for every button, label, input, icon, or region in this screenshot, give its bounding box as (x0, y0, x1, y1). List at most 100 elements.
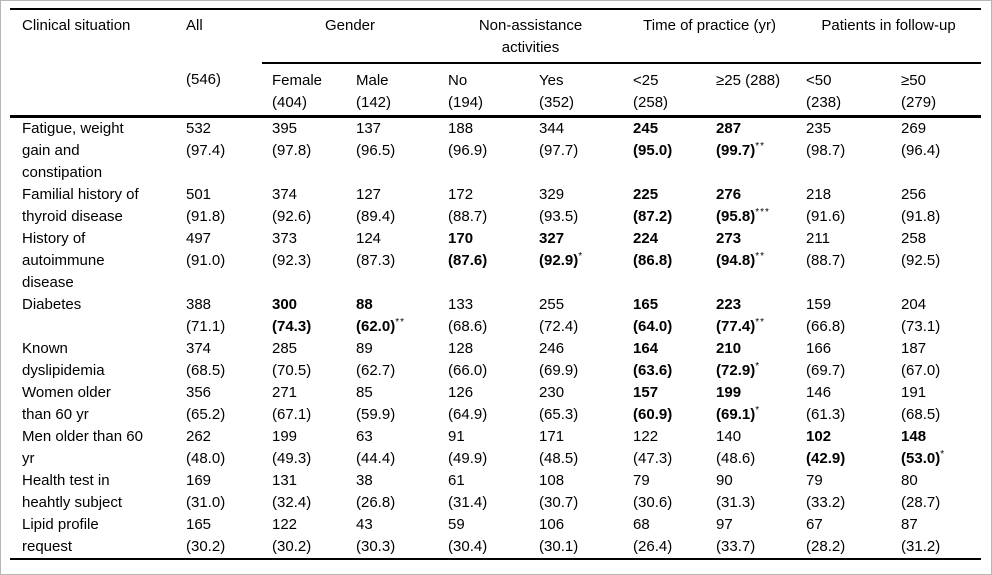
table-cell: 61 (31.4) (438, 470, 529, 514)
cell-count: 148 (901, 427, 927, 445)
table-row: Fatigue, weight gain and constipation 532… (10, 116, 981, 184)
cell-count: 374 (272, 185, 298, 203)
table-cell: 165 (64.0) (623, 294, 706, 338)
table-cell: 164 (63.6) (623, 338, 706, 382)
cell-count: 273 (716, 229, 742, 247)
table-cell: 89 (62.7) (346, 338, 438, 382)
col-subheader-yes-352: Yes (352) (529, 63, 624, 118)
cell-percent: (30.6) (633, 493, 673, 511)
cell-percent: (64.9) (448, 405, 488, 423)
table-cell: 122 (30.2) (262, 514, 346, 559)
table-cell: 395 (97.8) (262, 116, 346, 184)
significance-asterisks: ** (755, 250, 766, 262)
significance-asterisks: ** (755, 140, 766, 152)
table-cell: 327 (92.9)* (529, 228, 623, 294)
cell-count: 122 (272, 515, 298, 533)
cell-percent: (94.8) (716, 251, 756, 269)
table-cell: 165 (30.2) (176, 514, 262, 559)
cell-count: 79 (806, 471, 823, 489)
cell-count: 87 (901, 515, 918, 533)
table-row: Men older than 60 yr 262 (48.0) 199 (49.3) 63… (10, 426, 981, 470)
cell-count: 373 (272, 229, 298, 247)
cell-percent: (68.6) (448, 317, 488, 335)
table-cell: 79 (30.6) (623, 470, 706, 514)
cell-percent: (33.7) (716, 537, 756, 555)
significance-asterisks: * (755, 360, 761, 372)
table-cell: 287 (99.7)** (706, 116, 796, 184)
table-cell: 188 (96.9) (438, 116, 529, 184)
cell-percent: (87.6) (448, 251, 488, 269)
significance-asterisks: ** (395, 316, 405, 328)
cell-percent: (32.4) (272, 493, 312, 511)
table-cell: 67 (28.2) (796, 514, 891, 559)
cell-count: 225 (633, 185, 659, 203)
table-cell: 59 (30.4) (438, 514, 529, 559)
cell-percent: (98.7) (806, 141, 846, 159)
cell-count: 395 (272, 119, 298, 137)
cell-percent: (74.3) (272, 317, 312, 335)
cell-count: 271 (272, 383, 298, 401)
cell-percent: (99.7) (716, 141, 756, 159)
table-cell: 211 (88.7) (796, 228, 891, 294)
cell-percent: (64.0) (633, 317, 673, 335)
table-cell: 501 (91.8) (176, 184, 262, 228)
cell-percent: (88.7) (806, 251, 846, 269)
table-row: Familial history of thyroid disease 501 (9… (10, 184, 981, 228)
table-cell: 166 (69.7) (796, 338, 891, 382)
table-cell: 172 (88.7) (438, 184, 529, 228)
cell-count: 88 (356, 295, 373, 313)
table-cell: 133 (68.6) (438, 294, 529, 338)
cell-percent: (96.4) (901, 141, 941, 159)
row-label: Known dyslipidemia (22, 339, 105, 379)
cell-count: 191 (901, 383, 927, 401)
cell-percent: (87.2) (633, 207, 673, 225)
cell-count: 210 (716, 339, 742, 357)
cell-percent: (31.2) (901, 537, 941, 555)
table-cell: 80 (28.7) (891, 470, 981, 514)
cell-percent: (97.7) (539, 141, 579, 159)
cell-percent: (30.2) (272, 537, 312, 555)
table-cell: 90 (31.3) (706, 470, 796, 514)
cell-percent: (72.4) (539, 317, 579, 335)
group-header-non-assistance-activities: Non-assistance activities (438, 9, 624, 64)
cell-percent: (65.3) (539, 405, 579, 423)
cell-count: 85 (356, 383, 373, 401)
cell-count: 91 (448, 427, 465, 445)
cell-percent: (44.4) (356, 449, 396, 467)
cell-percent: (71.1) (186, 317, 226, 335)
cell-percent: (31.0) (186, 493, 226, 511)
cell-count: 245 (633, 119, 659, 137)
cell-percent: (66.0) (448, 361, 488, 379)
cell-percent: (69.7) (806, 361, 846, 379)
table-cell: 235 (98.7) (796, 116, 891, 184)
cell-percent: (92.9) (539, 251, 579, 269)
cell-count: 269 (901, 119, 927, 137)
cell-count: 106 (539, 515, 565, 533)
table-row: History of autoimmune disease 497 (91.0) 37… (10, 228, 981, 294)
cell-percent: (91.8) (901, 207, 941, 225)
table-cell: 258 (92.5) (891, 228, 981, 294)
table-cell: 127 (89.4) (346, 184, 438, 228)
table-cell: 388 (71.1) (176, 294, 262, 338)
cell-count: 497 (186, 229, 212, 247)
cell-percent: (96.5) (356, 141, 396, 159)
cell-percent: (89.4) (356, 207, 396, 225)
table-body: Fatigue, weight gain and constipation 532… (10, 116, 981, 559)
cell-percent: (30.2) (186, 537, 226, 555)
cell-count: 329 (539, 185, 565, 203)
group-header-gender: Gender (262, 9, 439, 64)
table-cell: 68 (26.4) (623, 514, 706, 559)
group-header-time-of-practice-yr: Time of practice (yr) (623, 9, 797, 64)
cell-percent: (92.5) (901, 251, 941, 269)
cell-count: 356 (186, 383, 212, 401)
col-subheader-all-n: (546) (176, 63, 262, 118)
cell-count: 199 (716, 383, 742, 401)
table-cell: 218 (91.6) (796, 184, 891, 228)
cell-percent: (62.7) (356, 361, 396, 379)
cell-count: 79 (633, 471, 650, 489)
cell-count: 199 (272, 427, 298, 445)
table-cell: 122 (47.3) (623, 426, 706, 470)
cell-percent: (95.8) (716, 207, 756, 225)
cell-count: 211 (806, 229, 830, 247)
cell-percent: (30.4) (448, 537, 488, 555)
